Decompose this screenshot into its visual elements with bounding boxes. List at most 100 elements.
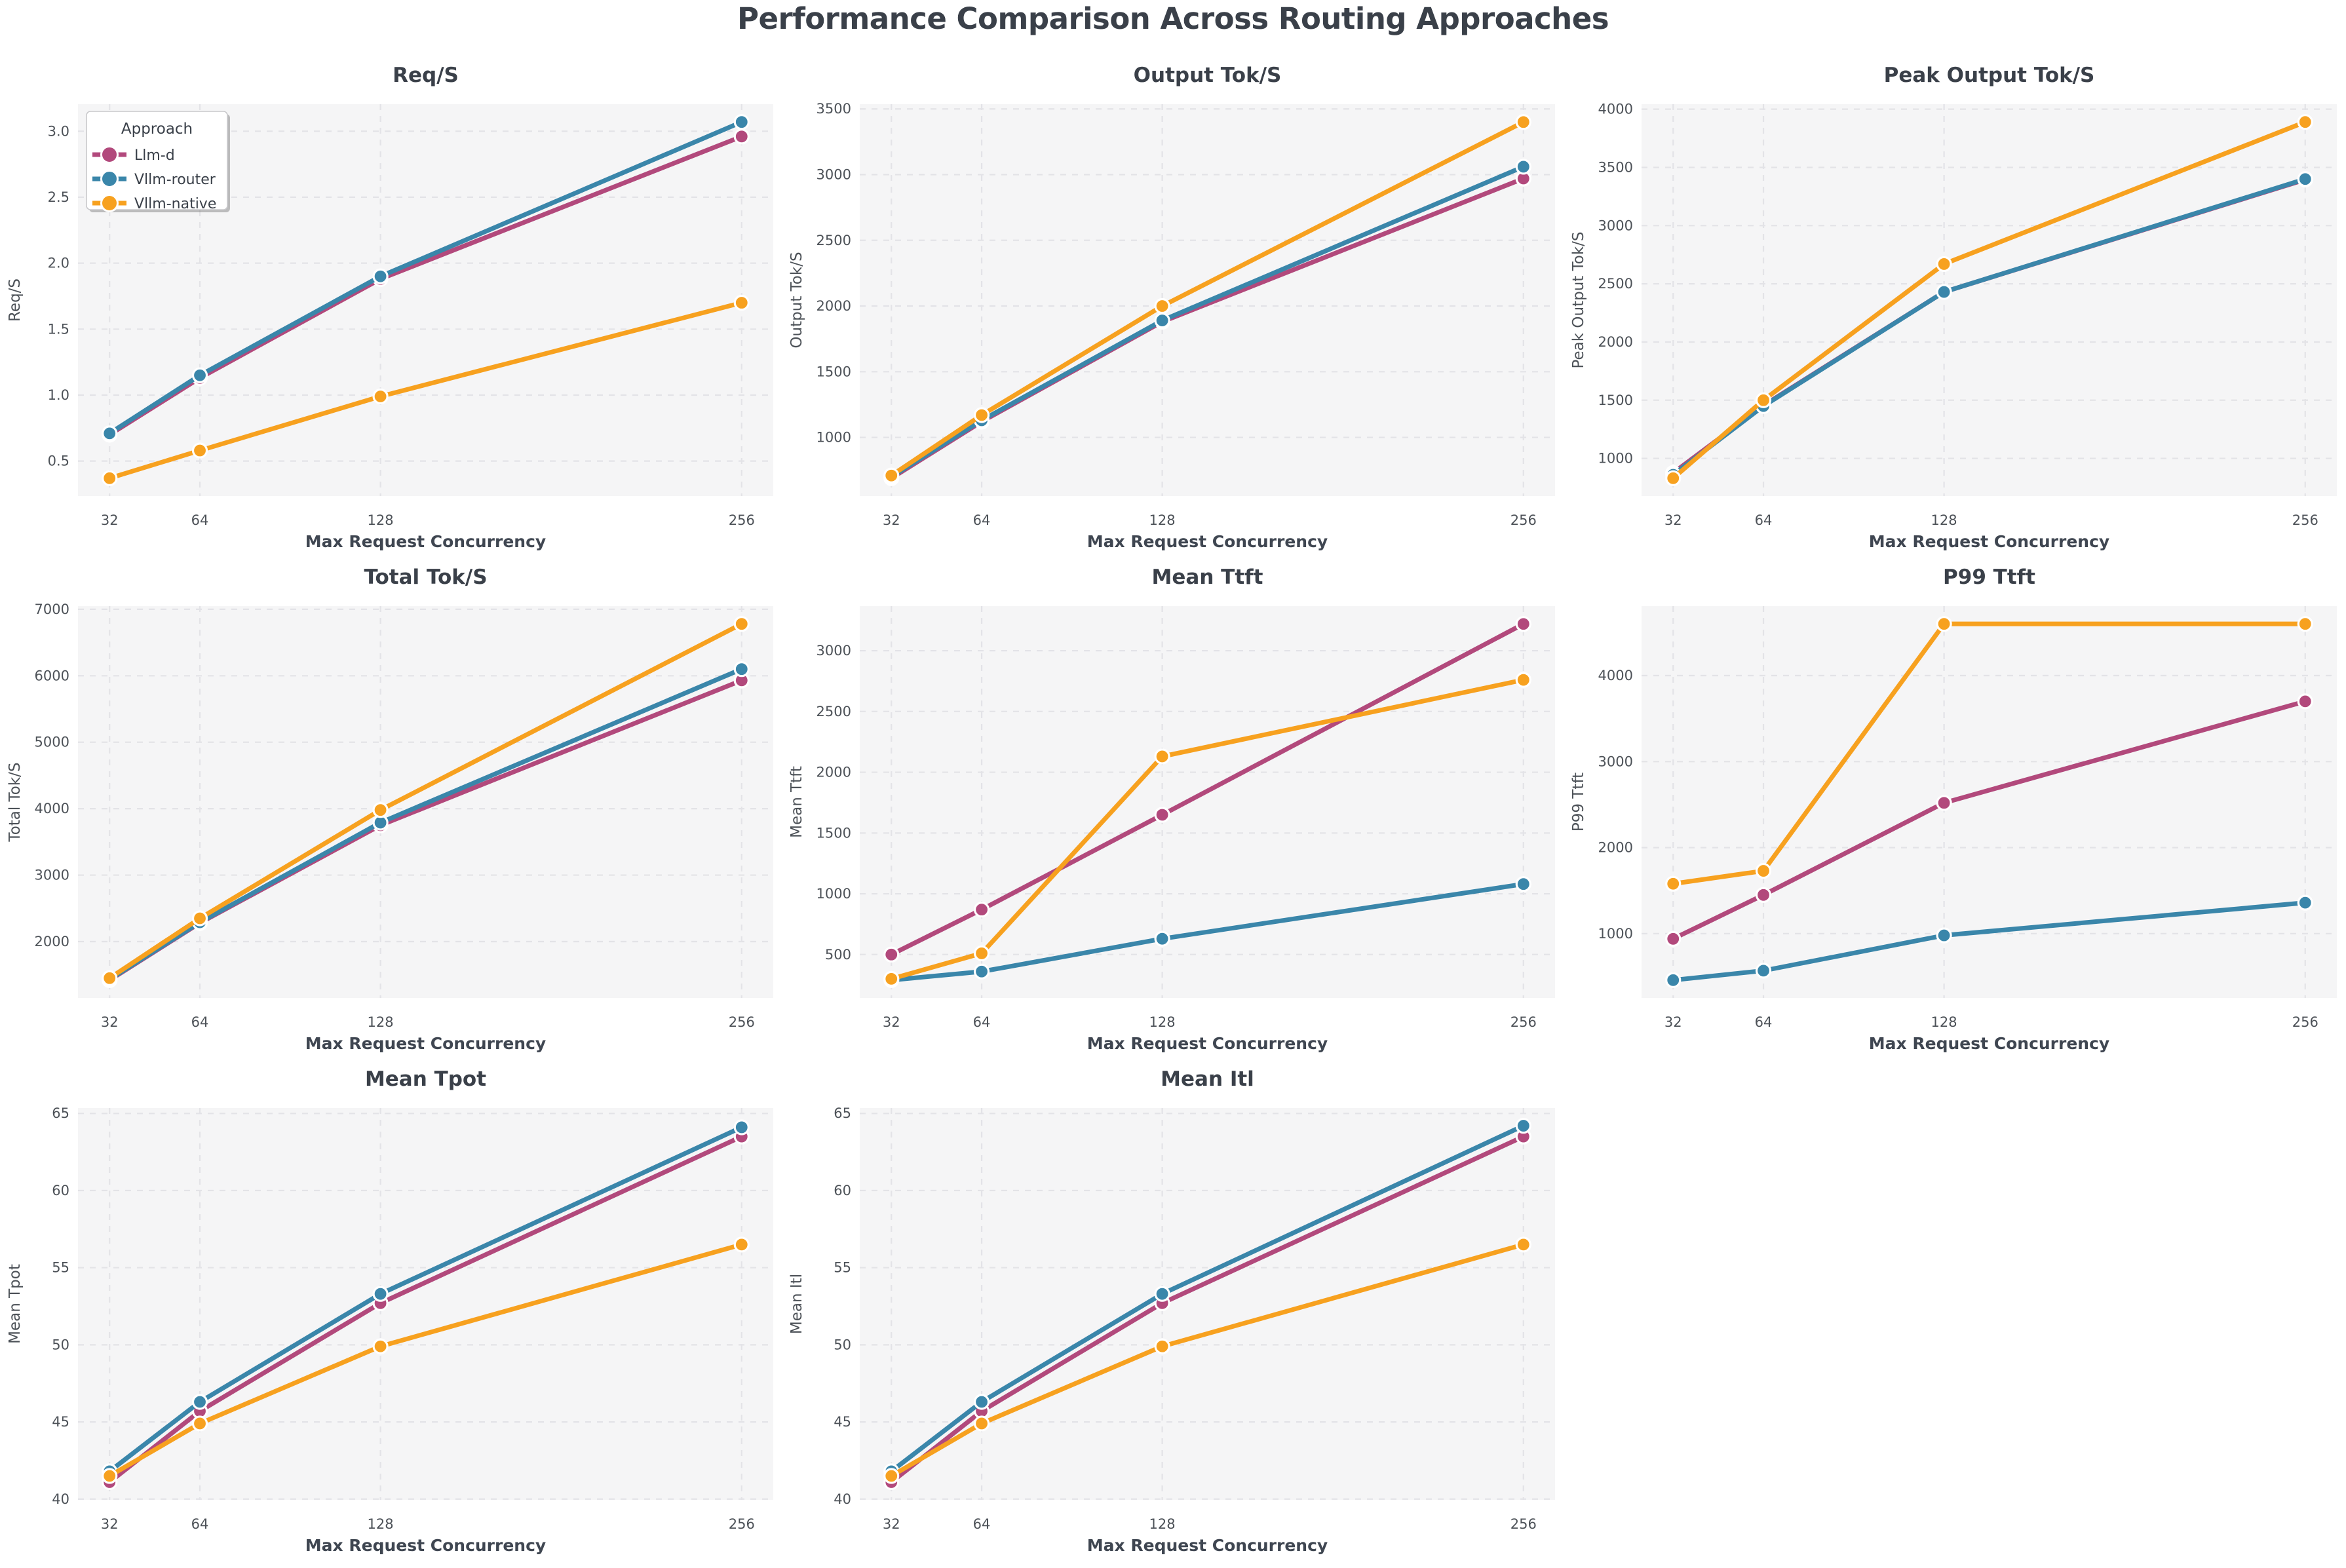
y-axis-tick: 3000 xyxy=(817,166,851,182)
y-axis-tick: 55 xyxy=(52,1260,69,1276)
page-title: Performance Comparison Across Routing Ap… xyxy=(737,1,1609,36)
y-axis-tick: 2.5 xyxy=(48,189,69,205)
series-llm-d xyxy=(1665,693,2313,947)
data-point xyxy=(1154,807,1170,823)
data-point xyxy=(1665,875,1682,892)
y-axis-tick: 3000 xyxy=(1598,754,1633,769)
x-axis-tick: 128 xyxy=(1149,1014,1176,1030)
legend-label: Vllm-router xyxy=(134,172,216,188)
data-point xyxy=(191,1415,208,1432)
data-point xyxy=(733,294,750,311)
data-point xyxy=(1154,1286,1170,1302)
y-axis-label: Mean Tpot xyxy=(7,1264,24,1344)
y-axis-tick: 45 xyxy=(52,1414,69,1430)
gridlines xyxy=(860,606,1555,998)
y-axis-tick: 60 xyxy=(52,1183,69,1198)
series-line xyxy=(889,1242,1526,1479)
series-line xyxy=(107,1242,744,1479)
x-axis-tick: 256 xyxy=(729,1014,755,1030)
series-line xyxy=(1670,621,2308,887)
data-point xyxy=(372,388,389,405)
series-vllm-router xyxy=(102,1119,750,1480)
chart-cell-req-s: 32 64 128 256 0.5 1.0 1.5 2.0 2.5 3.0 Req/S Max Req… xyxy=(0,49,782,551)
y-axis-label: Mean Ttft xyxy=(788,766,805,838)
data-point xyxy=(372,1338,389,1354)
x-axis-tick: 32 xyxy=(883,1014,900,1030)
data-point xyxy=(733,661,750,678)
data-point xyxy=(2297,616,2313,632)
y-axis-tick: 7000 xyxy=(35,602,69,617)
y-axis-label: Peak Output Tok/S xyxy=(1570,231,1587,368)
y-axis-tick: 3500 xyxy=(1598,159,1633,175)
gridlines xyxy=(1642,606,2337,998)
x-axis-tick: 256 xyxy=(1510,512,1537,528)
y-axis-tick: 2500 xyxy=(1598,276,1633,292)
data-point xyxy=(191,367,208,383)
data-point xyxy=(973,1415,990,1432)
y-axis-tick: 65 xyxy=(834,1105,851,1121)
y-axis-tick: 45 xyxy=(834,1414,851,1430)
data-point xyxy=(1154,312,1170,329)
chart-canvas-mean-itl: 32 64 128 256 40 45 50 55 60 65 Mean Itl Max Reques… xyxy=(788,1067,1555,1555)
x-axis-label: Max Request Concurrency xyxy=(1869,1034,2109,1053)
data-point xyxy=(1154,1338,1170,1354)
series-vllm-native xyxy=(102,1236,750,1484)
data-point xyxy=(883,946,900,963)
data-point xyxy=(1154,297,1170,315)
chart-canvas-p99-ttft: 32 64 128 256 1000 2000 3000 4000 P99 Ttft Max Re… xyxy=(1570,565,2337,1053)
series-vllm-native xyxy=(883,672,1531,987)
y-axis-tick: 1.0 xyxy=(48,387,69,403)
data-point xyxy=(1755,963,1772,979)
y-axis-tick: 1.5 xyxy=(48,321,69,337)
y-axis-tick: 2000 xyxy=(817,298,851,314)
gridlines xyxy=(860,1108,1555,1500)
charts-grid: 32 64 128 256 0.5 1.0 1.5 2.0 2.5 3.0 Req/S Max Req… xyxy=(0,49,2345,1555)
legend-label: Llm-d xyxy=(134,147,175,164)
x-axis-label: Max Request Concurrency xyxy=(1087,532,1328,551)
data-point xyxy=(1515,1236,1531,1253)
chart-cell-total-tok-s: 32 64 128 256 2000 3000 4000 5000 6000 7000 Total … xyxy=(0,551,782,1053)
chart-title: Total Tok/S xyxy=(364,565,487,589)
series-line xyxy=(107,1134,744,1485)
data-point xyxy=(1665,470,1682,486)
y-axis-tick: 2000 xyxy=(1598,334,1633,350)
x-axis-tick: 64 xyxy=(191,1014,209,1030)
data-point xyxy=(1936,795,1952,811)
data-point xyxy=(973,945,990,962)
data-point xyxy=(191,910,208,927)
chart-canvas-output-tok-s: 32 64 128 256 1000 1500 2000 2500 3000 3500 Output… xyxy=(788,64,1555,551)
data-point xyxy=(102,470,118,486)
chart-title: Output Tok/S xyxy=(1134,64,1282,87)
y-axis-tick: 50 xyxy=(52,1337,69,1352)
chart-title: Req/S xyxy=(393,64,459,87)
y-axis-tick: 4000 xyxy=(35,801,69,816)
data-point xyxy=(191,442,208,459)
chart-cell-p99-ttft: 32 64 128 256 1000 2000 3000 4000 P99 Ttft Max Re… xyxy=(1564,551,2345,1053)
y-axis-tick: 1500 xyxy=(817,364,851,379)
x-axis-tick: 32 xyxy=(101,1516,119,1532)
y-axis-tick: 2000 xyxy=(1598,840,1633,856)
data-point xyxy=(1755,862,1772,879)
data-point xyxy=(2297,171,2313,187)
plot-background xyxy=(1642,104,2337,496)
data-point xyxy=(2297,114,2313,130)
data-point xyxy=(1515,1117,1531,1134)
x-axis-label: Max Request Concurrency xyxy=(1087,1536,1328,1555)
legend-label: Vllm-native xyxy=(134,196,216,212)
data-point xyxy=(1515,672,1531,688)
x-axis-tick: 64 xyxy=(973,512,991,528)
data-point xyxy=(1515,616,1531,632)
series-line xyxy=(889,1123,1526,1474)
y-axis-tick: 4000 xyxy=(1598,102,1633,117)
data-point xyxy=(1154,748,1170,765)
x-axis-tick: 32 xyxy=(1664,1014,1682,1030)
x-axis-tick: 128 xyxy=(368,1014,394,1030)
chart-cell-output-tok-s: 32 64 128 256 1000 1500 2000 2500 3000 3500 Output… xyxy=(782,49,1564,551)
data-point xyxy=(2297,894,2313,911)
x-axis-label: Max Request Concurrency xyxy=(305,1034,546,1053)
y-axis-label: Req/S xyxy=(7,278,24,322)
legend-marker xyxy=(100,194,119,212)
x-axis-tick: 32 xyxy=(883,1516,900,1532)
y-axis-tick: 55 xyxy=(834,1260,851,1276)
series-line xyxy=(107,119,744,436)
